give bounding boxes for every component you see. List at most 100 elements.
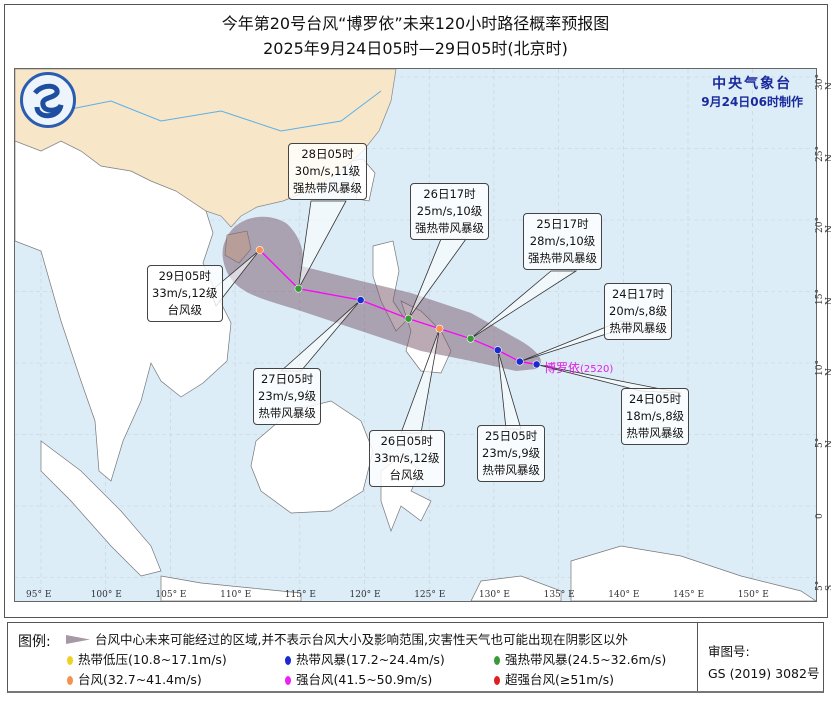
typhoon-symbol-icon <box>494 656 500 665</box>
callout-level: 强热带风暴级 <box>415 221 484 235</box>
callout-time: 25日05时 <box>484 429 538 443</box>
cma-logo-icon <box>33 83 64 119</box>
legend-item-label: 热带风暴(17.2~24.4m/s) <box>296 652 445 667</box>
callout-level: 强热带风暴级 <box>528 251 597 265</box>
typhoon-symbol-icon <box>67 676 73 685</box>
callout-29d05: 29日05时 33m/s,12级 台风级 <box>147 265 223 322</box>
callout-time: 26日05时 <box>380 434 433 448</box>
callout-level: 热带风暴级 <box>609 321 667 335</box>
typhoon-symbol-icon <box>404 314 413 323</box>
callout-time: 26日17时 <box>423 187 476 201</box>
callout-wind: 30m/s,11级 <box>294 164 361 178</box>
callout-25d05: 25日05时 23m/s,9级 热带风暴级 <box>477 425 546 482</box>
longitude-label: 150° E <box>737 590 769 600</box>
legend-item-label: 台风(32.7~41.4m/s) <box>78 672 202 687</box>
track-point-25日05时[interactable] <box>493 346 502 355</box>
track-points <box>255 246 541 369</box>
longitude-label: 100° E <box>90 590 122 600</box>
callout-wind: 18m/s,8级 <box>626 409 685 423</box>
river <box>60 90 382 132</box>
callout-wind: 25m/s,10级 <box>416 204 483 218</box>
callout-wind: 23m/s,9级 <box>482 446 541 460</box>
callout-wind: 20m/s,8级 <box>609 304 668 318</box>
longitude-label: 95° E <box>26 590 52 600</box>
review-number: GS (2019) 3082号 <box>708 666 820 681</box>
callout-25d17: 25日17时 28m/s,10级 强热带风暴级 <box>523 213 602 270</box>
typhoon-symbol-icon <box>493 346 502 355</box>
probability-cone <box>222 216 541 371</box>
legend-item-label: 超强台风(≥51m/s) <box>505 672 615 687</box>
legend-divider <box>697 623 698 691</box>
typhoon-name-label: 博罗依(2520) <box>544 359 613 376</box>
typhoon-symbol-icon <box>435 324 444 333</box>
typhoon-name: 博罗依 <box>544 361 581 375</box>
issue-time: 9月24日06时制作 <box>701 95 803 109</box>
track-point-28日05时[interactable] <box>294 284 303 293</box>
legend-item: 强台风(41.5~50.9m/s) <box>285 669 432 688</box>
longitude-label: 120° E <box>349 590 381 600</box>
track-point-24日17时[interactable] <box>515 357 524 366</box>
callout-level: 台风级 <box>167 303 203 317</box>
callout-wind: 33m/s,12级 <box>374 451 440 465</box>
callout-28d05: 28日05时 30m/s,11级 强热带风暴级 <box>288 143 367 200</box>
track-point-27日05时[interactable] <box>356 296 365 304</box>
legend: 图例: 台风中心未来可能经过的区域,并不表示台风大小及影响范围,灾害性天气也可能… <box>7 622 824 693</box>
longitude-label: 130° E <box>478 590 510 600</box>
legend-item-label: 强热带风暴(24.5~32.6m/s) <box>505 652 667 667</box>
legend-cone-text: 台风中心未来可能经过的区域,并不表示台风大小及影响范围,灾害性天气也可能出现在阴… <box>95 632 628 647</box>
legend-item-label: 热带低压(10.8~17.1m/s) <box>78 652 227 667</box>
typhoon-code: (2520) <box>580 364 614 375</box>
callout-pointer <box>298 200 347 289</box>
callout-level: 热带风暴级 <box>482 463 540 477</box>
typhoon-symbol-icon <box>285 656 291 665</box>
callout-26d17: 26日17时 25m/s,10级 强热带风暴级 <box>410 183 489 240</box>
callout-pointer <box>470 270 578 340</box>
callout-wind: 23m/s,9级 <box>258 389 317 403</box>
callout-level: 强热带风暴级 <box>293 181 362 195</box>
callout-time: 27日05时 <box>260 372 314 386</box>
callout-time: 24日05时 <box>628 392 682 406</box>
longitude-label: 115° E <box>284 590 316 600</box>
longitude-label: 145° E <box>673 590 705 600</box>
latitude-label: 10° N <box>815 360 831 376</box>
typhoon-symbol-icon <box>285 676 291 685</box>
latitude-label: 30° N <box>815 74 831 90</box>
callout-time: 24日17时 <box>611 287 665 301</box>
latitude-label: 0 <box>815 513 825 519</box>
legend-item-label: 强台风(41.5~50.9m/s) <box>296 672 433 687</box>
review-label: 审图号: <box>708 644 750 659</box>
track-point-26日05时[interactable] <box>435 324 444 333</box>
callout-time: 29日05时 <box>158 269 211 283</box>
callout-26d05: 26日05时 33m/s,12级 台风级 <box>369 430 445 487</box>
callout-level: 热带风暴级 <box>626 426 684 440</box>
agency-name: 中央气象台 <box>712 76 793 92</box>
figure-frame <box>4 4 828 618</box>
map <box>14 68 817 602</box>
typhoon-symbol-icon <box>255 246 264 254</box>
track-point-25日17时[interactable] <box>466 334 475 343</box>
longitude-label: 140° E <box>608 590 640 600</box>
track-point-26日17时[interactable] <box>404 314 413 323</box>
typhoon-symbol-icon <box>532 360 541 369</box>
latitude-label: 5° N <box>815 437 831 448</box>
callout-24d05: 24日05时 18m/s,8级 热带风暴级 <box>621 388 690 445</box>
cone-swatch-icon <box>66 635 90 644</box>
legend-item: 热带低压(10.8~17.1m/s) <box>67 649 227 668</box>
agency-block: 中央气象台 9月24日06时制作 <box>701 73 803 110</box>
latitude-label: 15° N <box>815 288 831 305</box>
typhoon-symbol-icon <box>294 284 303 293</box>
cma-logo <box>20 72 76 128</box>
legend-item: 台风(32.7~41.4m/s) <box>67 669 202 688</box>
track-point-29日05时[interactable] <box>255 246 264 254</box>
longitude-label: 135° E <box>543 590 575 600</box>
callout-level: 台风级 <box>389 468 425 482</box>
typhoon-symbol-icon <box>515 357 524 366</box>
callout-time: 28日05时 <box>301 147 354 161</box>
track-point-24日05时[interactable] <box>532 360 541 369</box>
typhoon-symbol-icon <box>67 656 73 665</box>
page-title: 今年第20号台风“博罗依”未来120小时路径概率预报图 <box>221 14 610 33</box>
callout-27d05: 27日05时 23m/s,9级 热带风暴级 <box>253 368 322 425</box>
typhoon-symbol-icon <box>494 676 500 685</box>
legend-title: 图例: <box>18 634 51 650</box>
